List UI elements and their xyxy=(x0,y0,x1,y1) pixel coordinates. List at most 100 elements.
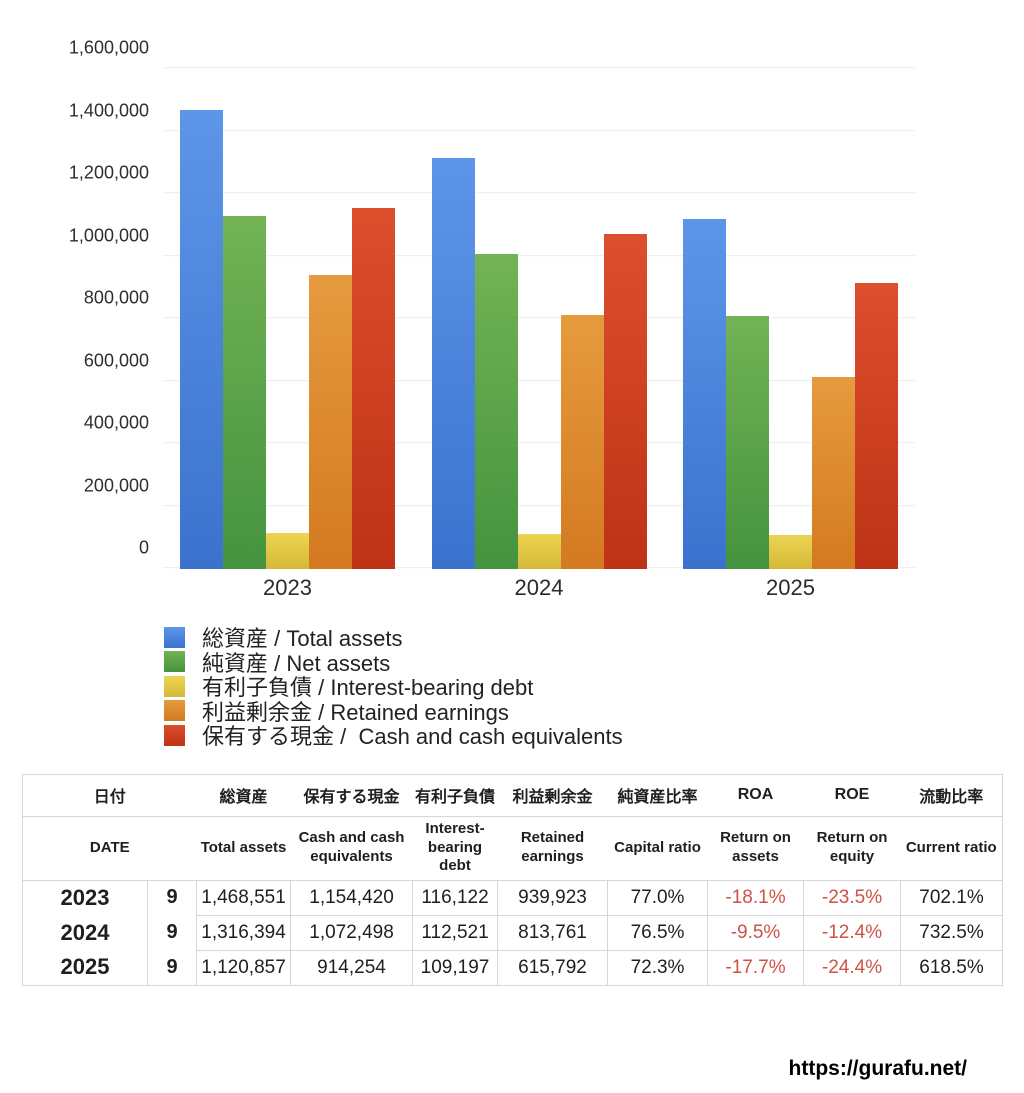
col-header-ja-roe: ROE xyxy=(803,774,901,817)
financial-table-wrap: 日付 総資産 保有する現金 有利子負債 利益剰余金 純資産比率 ROA ROE 流動比率 DATE… xyxy=(22,773,1024,986)
cell-capital-ratio: 77.0% xyxy=(607,879,709,915)
col-header-ja-current-ratio: 流動比率 xyxy=(900,774,1003,817)
bar-group-2023 xyxy=(180,69,395,569)
cell-total-assets: 1,120,857 xyxy=(196,949,292,985)
bar-total-assets-2024 xyxy=(431,157,475,569)
cell-current-ratio: 618.5% xyxy=(900,949,1004,985)
y-axis-tick-label: 1,600,000 xyxy=(68,37,149,58)
cell-month: 9 xyxy=(146,950,198,985)
gridline xyxy=(163,504,915,507)
cell-roa: -17.7% xyxy=(707,949,805,985)
bar-cash-and-cash-equivalents-2025 xyxy=(855,283,898,569)
bar-retained-earnings-2023 xyxy=(309,275,352,569)
cell-cash-and-cash-equivalents: 914,254 xyxy=(290,949,414,985)
cell-retained-earnings: 615,792 xyxy=(497,949,609,985)
legend-label: 保有する現金 / Cash and cash equivalents xyxy=(202,724,623,750)
col-header-en-roa: Return on assets xyxy=(707,816,804,881)
cell-roe: -24.4% xyxy=(803,949,902,985)
bar-net-assets-2024 xyxy=(474,254,518,569)
cell-year: 2024 xyxy=(22,915,148,950)
col-header-ja-date: 日付 xyxy=(22,774,197,817)
bar-cash-and-cash-equivalents-2024 xyxy=(603,233,647,569)
gridline xyxy=(163,192,915,194)
col-header-ja-interest-bearing-debt: 有利子負債 xyxy=(412,774,498,817)
legend-item-interest-bearing-debt: 有利子負債 / Interest-bearing debt xyxy=(164,674,1024,700)
col-header-en-roe: Return on equity xyxy=(803,816,901,881)
gridline xyxy=(163,254,915,257)
col-header-en-interest-bearing-debt: Interest-bearing debt xyxy=(412,816,498,881)
cell-roa: -18.1% xyxy=(707,879,805,915)
legend-label: 有利子負債 / Interest-bearing debt xyxy=(202,675,534,701)
cell-year: 2023 xyxy=(22,880,148,915)
x-axis-label: 2025 xyxy=(766,575,815,600)
gridline xyxy=(163,317,915,319)
col-header-en-date: DATE xyxy=(22,816,197,881)
bar-total-assets-2023 xyxy=(180,110,223,569)
y-axis-tick-label: 800,000 xyxy=(83,287,149,308)
bar-group-2025 xyxy=(683,69,898,569)
cell-capital-ratio: 72.3% xyxy=(607,949,709,985)
cell-year: 2025 xyxy=(22,950,148,985)
col-header-ja-retained-earnings: 利益剰余金 xyxy=(497,774,608,817)
cell-retained-earnings: 939,923 xyxy=(497,879,609,915)
cell-total-assets: 1,316,394 xyxy=(196,914,292,950)
col-header-ja-roa: ROA xyxy=(707,774,804,817)
gridline xyxy=(163,442,915,444)
bar-retained-earnings-2025 xyxy=(812,376,855,569)
col-header-ja-cash-and-cash-equivalents: 保有する現金 xyxy=(290,774,413,817)
plot-area xyxy=(163,69,915,569)
table-row: 2025 9 1,120,857 914,254 109,197 615,792 72.3%… xyxy=(22,949,1004,985)
cell-cash-and-cash-equivalents: 1,072,498 xyxy=(290,914,414,950)
cell-roe: -23.5% xyxy=(803,879,902,915)
bar-retained-earnings-2024 xyxy=(560,314,604,569)
col-header-ja-total-assets: 総資産 xyxy=(196,774,291,817)
bar-interest-bearing-debt-2023 xyxy=(266,532,309,569)
table-row: 2024 9 1,316,394 1,072,498 112,521 813,761 76.… xyxy=(22,914,1004,950)
cell-current-ratio: 702.1% xyxy=(900,879,1004,915)
site-url: https://gurafu.net/ xyxy=(788,1057,967,1080)
y-axis-tick-label: 200,000 xyxy=(83,475,149,495)
x-axis: 2023 2024 2025 xyxy=(163,575,915,601)
cell-interest-bearing-debt: 116,122 xyxy=(412,879,499,915)
table-row: 2023 9 1,468,551 1,154,420 116,122 939,923 77.… xyxy=(22,879,1004,915)
y-axis-tick-label: 1,000,000 xyxy=(68,225,149,245)
legend-label: 純資産 / Net assets xyxy=(202,650,391,676)
y-axis-tick-label: 0 xyxy=(138,537,149,558)
col-header-en-retained-earnings: Retained earnings xyxy=(497,816,608,881)
legend-swatch xyxy=(164,700,185,722)
legend-swatch xyxy=(164,675,185,697)
bar-group-2024 xyxy=(431,69,647,569)
y-axis-tick-label: 1,400,000 xyxy=(68,100,149,120)
y-axis-tick-label: 400,000 xyxy=(83,412,149,433)
cell-roa: -9.5% xyxy=(707,914,805,950)
cell-month: 9 xyxy=(146,915,198,950)
legend-swatch xyxy=(164,724,185,746)
cell-capital-ratio: 76.5% xyxy=(607,914,709,950)
legend-label: 総資産 / Total assets xyxy=(202,626,403,652)
legend-item-net-assets: 純資産 / Net assets xyxy=(164,650,1024,676)
bar-interest-bearing-debt-2024 xyxy=(517,533,561,569)
financial-table: 日付 総資産 保有する現金 有利子負債 利益剰余金 純資産比率 ROA ROE 流動比率 DATE… xyxy=(22,773,1004,986)
x-axis-label: 2023 xyxy=(263,575,312,600)
col-header-en-current-ratio: Current ratio xyxy=(900,816,1003,881)
col-header-en-total-assets: Total assets xyxy=(196,816,291,881)
chart-legend: 総資産 / Total assets 純資産 / Net assets 有利子負債 … xyxy=(164,625,1024,749)
cell-interest-bearing-debt: 112,521 xyxy=(412,914,499,950)
gridline xyxy=(163,67,915,69)
cell-current-ratio: 732.5% xyxy=(900,914,1004,950)
cell-cash-and-cash-equivalents: 1,154,420 xyxy=(290,879,414,915)
bar-chart: 0 200,000 400,000 600,000 800,000 1,000,000 1,… xyxy=(69,38,915,569)
legend-swatch xyxy=(164,626,185,648)
y-axis-tick-label: 600,000 xyxy=(83,350,149,370)
cell-interest-bearing-debt: 109,197 xyxy=(412,949,499,985)
legend-item-total-assets: 総資産 / Total assets xyxy=(164,625,1024,651)
cell-retained-earnings: 813,761 xyxy=(497,914,609,950)
cell-roe: -12.4% xyxy=(803,914,902,950)
cell-month: 9 xyxy=(146,880,198,915)
gridline xyxy=(163,379,915,382)
col-header-ja-capital-ratio: 純資産比率 xyxy=(607,774,708,817)
legend-item-cash-and-cash-equivalents: 保有する現金 / Cash and cash equivalents xyxy=(164,723,1024,749)
legend-swatch xyxy=(164,651,185,673)
bar-total-assets-2025 xyxy=(683,218,726,569)
col-header-en-cash-and-cash-equivalents: Cash and cash equivalents xyxy=(290,816,413,881)
